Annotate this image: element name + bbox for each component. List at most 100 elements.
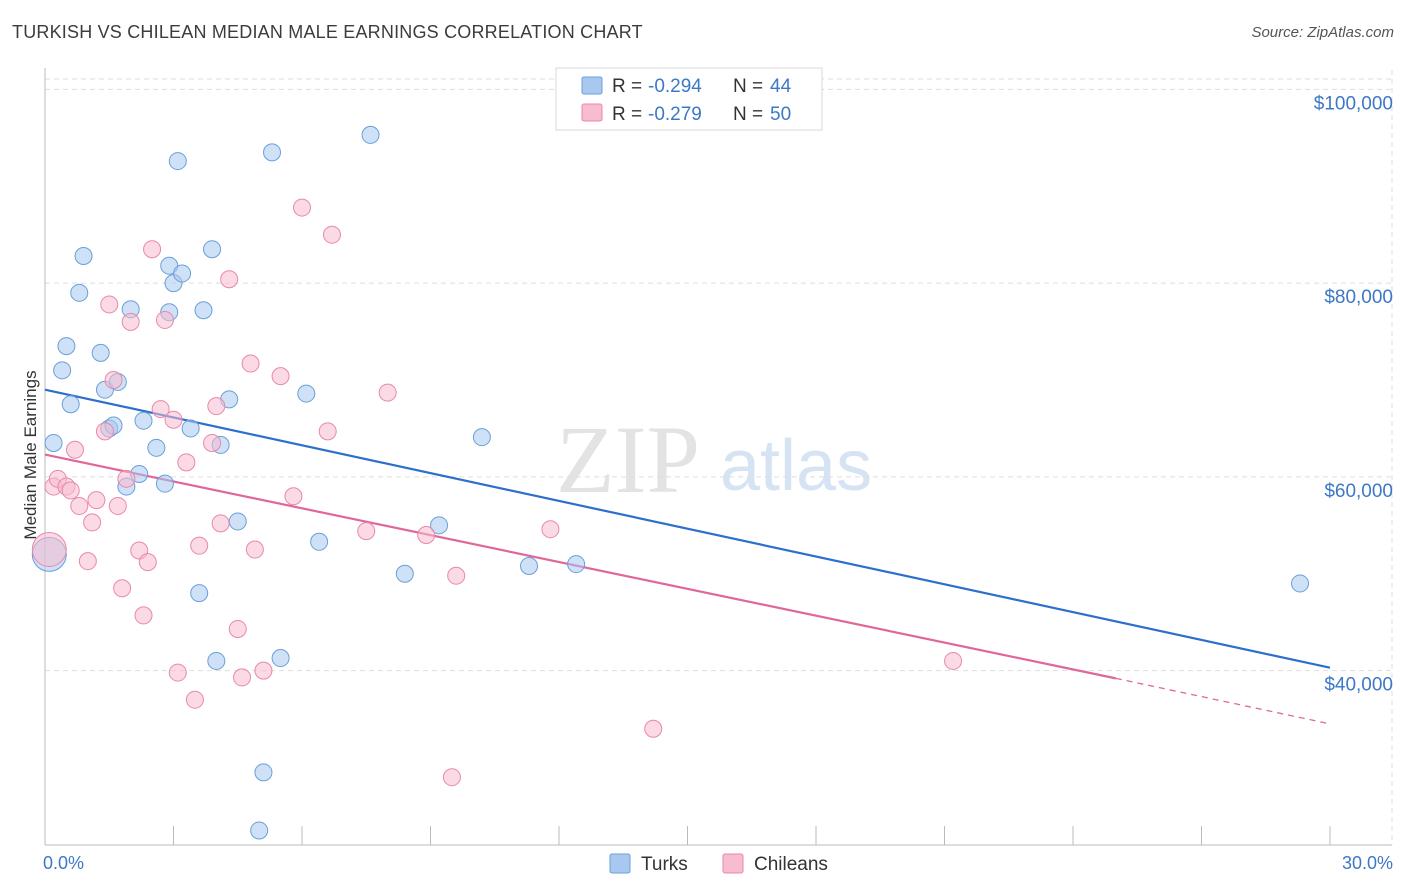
legend-swatch-chileans <box>581 103 603 122</box>
bottom-legend-label-chileans: Chileans <box>754 854 828 875</box>
data-point <box>83 513 102 532</box>
data-point <box>203 240 222 259</box>
data-point <box>378 383 397 402</box>
data-point <box>70 283 89 302</box>
data-point <box>53 361 72 380</box>
data-point <box>57 337 76 356</box>
data-point <box>254 661 273 680</box>
data-point <box>203 433 222 452</box>
data-point <box>181 419 200 438</box>
data-point <box>155 310 174 329</box>
data-point <box>447 566 466 585</box>
data-point <box>190 584 209 603</box>
data-point <box>31 532 67 568</box>
data-point <box>134 606 153 625</box>
data-point <box>297 384 316 403</box>
axes <box>44 68 1392 846</box>
data-point <box>143 240 162 259</box>
gridlines <box>45 70 1393 845</box>
data-point <box>207 397 226 416</box>
data-point <box>177 453 196 472</box>
correlation-legend: R = -0.294 N = 44 R = -0.279 N = 50 <box>555 67 823 131</box>
data-point <box>74 247 93 265</box>
data-point <box>70 496 89 515</box>
data-point <box>164 410 183 429</box>
data-point <box>138 553 157 572</box>
x-tick-label: 30.0% <box>1342 853 1393 873</box>
trend-extension-chileans <box>1115 677 1331 725</box>
data-point <box>78 552 97 571</box>
data-points <box>31 125 1310 840</box>
data-point <box>472 428 491 447</box>
data-point <box>147 438 166 457</box>
data-point <box>271 367 290 386</box>
legend-n-label: N = <box>733 104 763 125</box>
x-tick-label: 0.0% <box>43 853 84 873</box>
data-point <box>190 536 209 555</box>
data-point <box>644 719 663 738</box>
data-point <box>194 301 213 320</box>
data-point <box>207 651 226 670</box>
data-point <box>310 532 329 551</box>
data-point <box>173 264 192 283</box>
watermark: ZIP atlas <box>556 406 872 513</box>
data-point <box>65 440 84 459</box>
data-point <box>233 668 252 687</box>
legend-n-value: 44 <box>770 76 792 97</box>
data-point <box>944 651 963 670</box>
data-point <box>155 474 174 493</box>
data-point <box>318 422 337 441</box>
y-tick-label: $100,000 <box>1314 93 1393 114</box>
y-tick-label: $40,000 <box>1324 675 1393 696</box>
data-point <box>254 763 273 782</box>
data-point <box>395 564 414 583</box>
data-point <box>1291 574 1310 593</box>
data-point <box>168 663 187 682</box>
data-point <box>151 400 170 419</box>
legend-r-label: R = <box>612 104 642 125</box>
bottom-legend-swatch-turks <box>609 853 631 874</box>
data-point <box>104 371 123 389</box>
data-point <box>117 469 136 488</box>
trend-line-turks <box>44 388 1331 669</box>
data-point <box>100 295 119 314</box>
data-point <box>241 354 260 373</box>
legend-r-value: -0.279 <box>648 104 702 125</box>
data-point <box>108 496 127 515</box>
data-point <box>168 152 187 171</box>
y-tick-labels: $40,000 $60,000 $80,000 $100,000 <box>1314 93 1393 695</box>
y-tick-label: $80,000 <box>1324 287 1393 308</box>
legend-n-value: 50 <box>770 104 791 125</box>
legend-swatch-turks <box>581 76 603 95</box>
data-point <box>220 270 239 289</box>
data-point <box>284 487 303 506</box>
data-point <box>113 579 132 598</box>
chart-source: Source: ZipAtlas.com <box>1251 24 1394 41</box>
series-legend: Turks Chileans <box>609 853 828 875</box>
data-point <box>430 516 449 535</box>
data-point <box>263 143 282 162</box>
data-point <box>417 526 436 544</box>
data-point <box>322 225 341 244</box>
y-axis-label: Median Male Earnings <box>21 370 40 539</box>
data-point <box>87 491 106 510</box>
y-tick-label: $60,000 <box>1324 481 1393 502</box>
data-point <box>95 422 114 441</box>
data-point <box>361 125 380 144</box>
series-turks <box>31 125 1310 840</box>
watermark-zip: ZIP <box>556 406 700 513</box>
data-point <box>245 540 264 559</box>
legend-n-label: N = <box>733 76 763 97</box>
data-point <box>61 481 80 500</box>
data-point <box>134 411 153 430</box>
data-point <box>211 514 230 533</box>
legend-r-label: R = <box>612 76 642 97</box>
data-point <box>541 520 560 539</box>
watermark-atlas: atlas <box>720 426 872 506</box>
bottom-legend-swatch-chileans <box>722 853 744 874</box>
x-tick-labels: 0.0% 30.0% <box>43 853 1393 873</box>
data-point <box>442 768 461 787</box>
data-point <box>91 343 110 362</box>
data-point <box>44 433 63 452</box>
